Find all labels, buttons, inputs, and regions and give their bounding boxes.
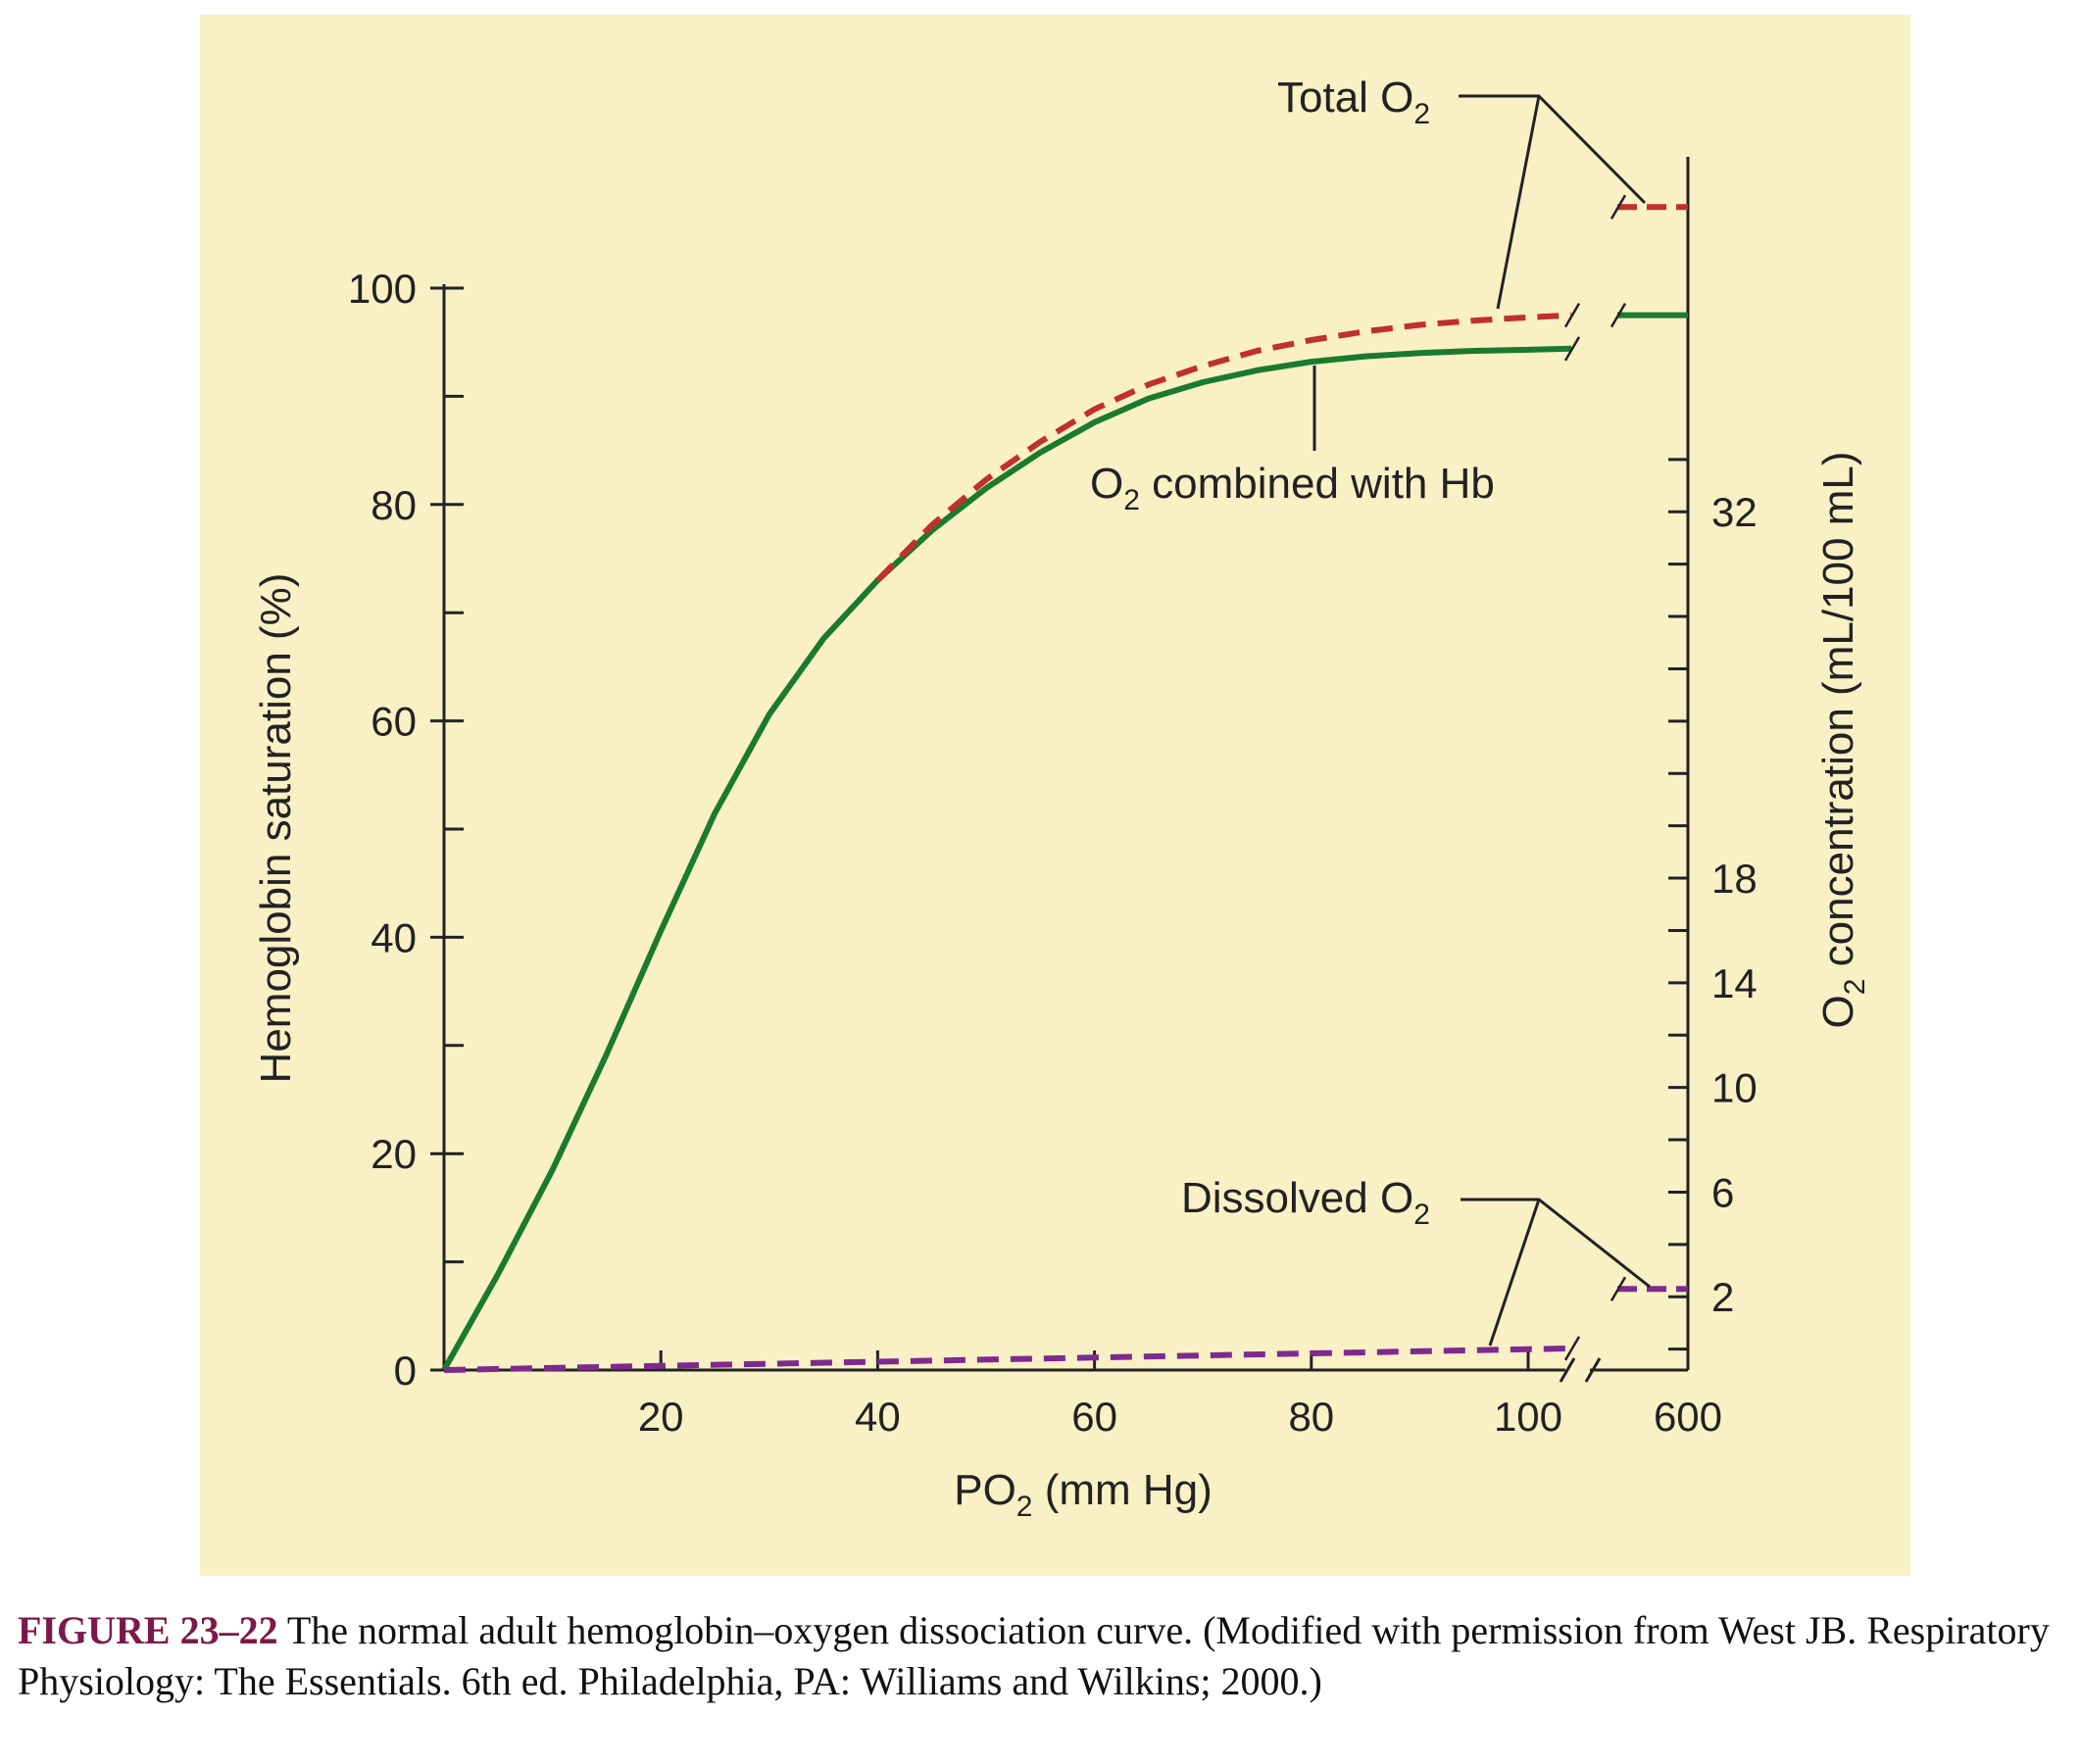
figure-label: FIGURE 23–22 <box>18 1608 278 1652</box>
x-tick-label: 40 <box>855 1394 901 1440</box>
dissolved-o2-line <box>443 1345 1572 1373</box>
o2-combined-with-hb-line-break-mark <box>1563 336 1581 362</box>
dissolved-o2-line-break-mark <box>1563 1336 1581 1361</box>
y-right-tick-label: 6 <box>1711 1169 1734 1215</box>
x-tick-label-600: 600 <box>1654 1394 1722 1440</box>
chart-panel <box>200 15 1910 1576</box>
total-o2-leader <box>1459 94 1647 205</box>
dissolved-o2-leader <box>1461 1198 1651 1289</box>
y-right-tick-label: 2 <box>1711 1274 1734 1320</box>
o2-combined-with-hb-line <box>441 345 1572 1372</box>
y-right-tick-label: 32 <box>1711 489 1758 535</box>
o2-combined-with-hb-label: O2 combined with Hb <box>1090 460 1495 516</box>
dissolved-o2-label: Dissolved O2 <box>1181 1174 1430 1231</box>
y-left-tick-label: 40 <box>371 914 417 960</box>
total-o2-line <box>875 312 1572 583</box>
y-right-tick-label: 10 <box>1711 1065 1758 1111</box>
total-o2-line-break-mark <box>1563 302 1581 328</box>
x-axis-break-mark <box>1559 1357 1576 1383</box>
figure-caption: FIGURE 23–22 The normal adult hemoglobin… <box>18 1605 2076 1707</box>
total-o2-leader-branch <box>1496 95 1541 310</box>
axes: 0 20 40 60 80 100 20 40 60 80 100 600 2 6 10 14 18 32 <box>348 157 1758 1440</box>
series-layer <box>441 194 1688 1373</box>
x-tick-label: 20 <box>638 1394 684 1440</box>
y-right-tick-label: 14 <box>1711 960 1758 1006</box>
dissolved-o2-leader-branch <box>1488 1199 1541 1347</box>
y-left-tick-label: 100 <box>348 266 417 312</box>
o2-combined-with-hb-line-break-mark <box>1610 302 1627 328</box>
total-o2-label: Total O2 <box>1277 74 1430 130</box>
y-left-tick-label: 80 <box>371 482 417 528</box>
x-axis-label: PO2 (mm Hg) <box>954 1466 1213 1523</box>
y-axis-right-label: O2 concentration (mL/100 mL) <box>1814 452 1871 1029</box>
x-tick-label: 100 <box>1494 1394 1562 1440</box>
y-left-tick-label: 20 <box>371 1131 417 1177</box>
y-left-tick-label: 0 <box>394 1348 417 1394</box>
dissolved-o2-line-break-mark <box>1610 1276 1627 1301</box>
x-tick-label: 60 <box>1071 1394 1117 1440</box>
x-axis-break-mark <box>1584 1357 1602 1383</box>
y-right-tick-label: 18 <box>1711 856 1758 902</box>
annotation-leaders <box>1312 94 1651 1347</box>
x-tick-label: 80 <box>1288 1394 1334 1440</box>
total-o2-line-break-mark <box>1610 194 1627 220</box>
labels-layer: Hemoglobin saturation (%) O2 concentrati… <box>252 74 1871 1523</box>
caption-text: The normal adult hemoglobin–oxygen disso… <box>18 1608 2050 1703</box>
y-axis-left-label: Hemoglobin saturation (%) <box>252 573 300 1084</box>
y-left-tick-label: 60 <box>371 699 417 745</box>
